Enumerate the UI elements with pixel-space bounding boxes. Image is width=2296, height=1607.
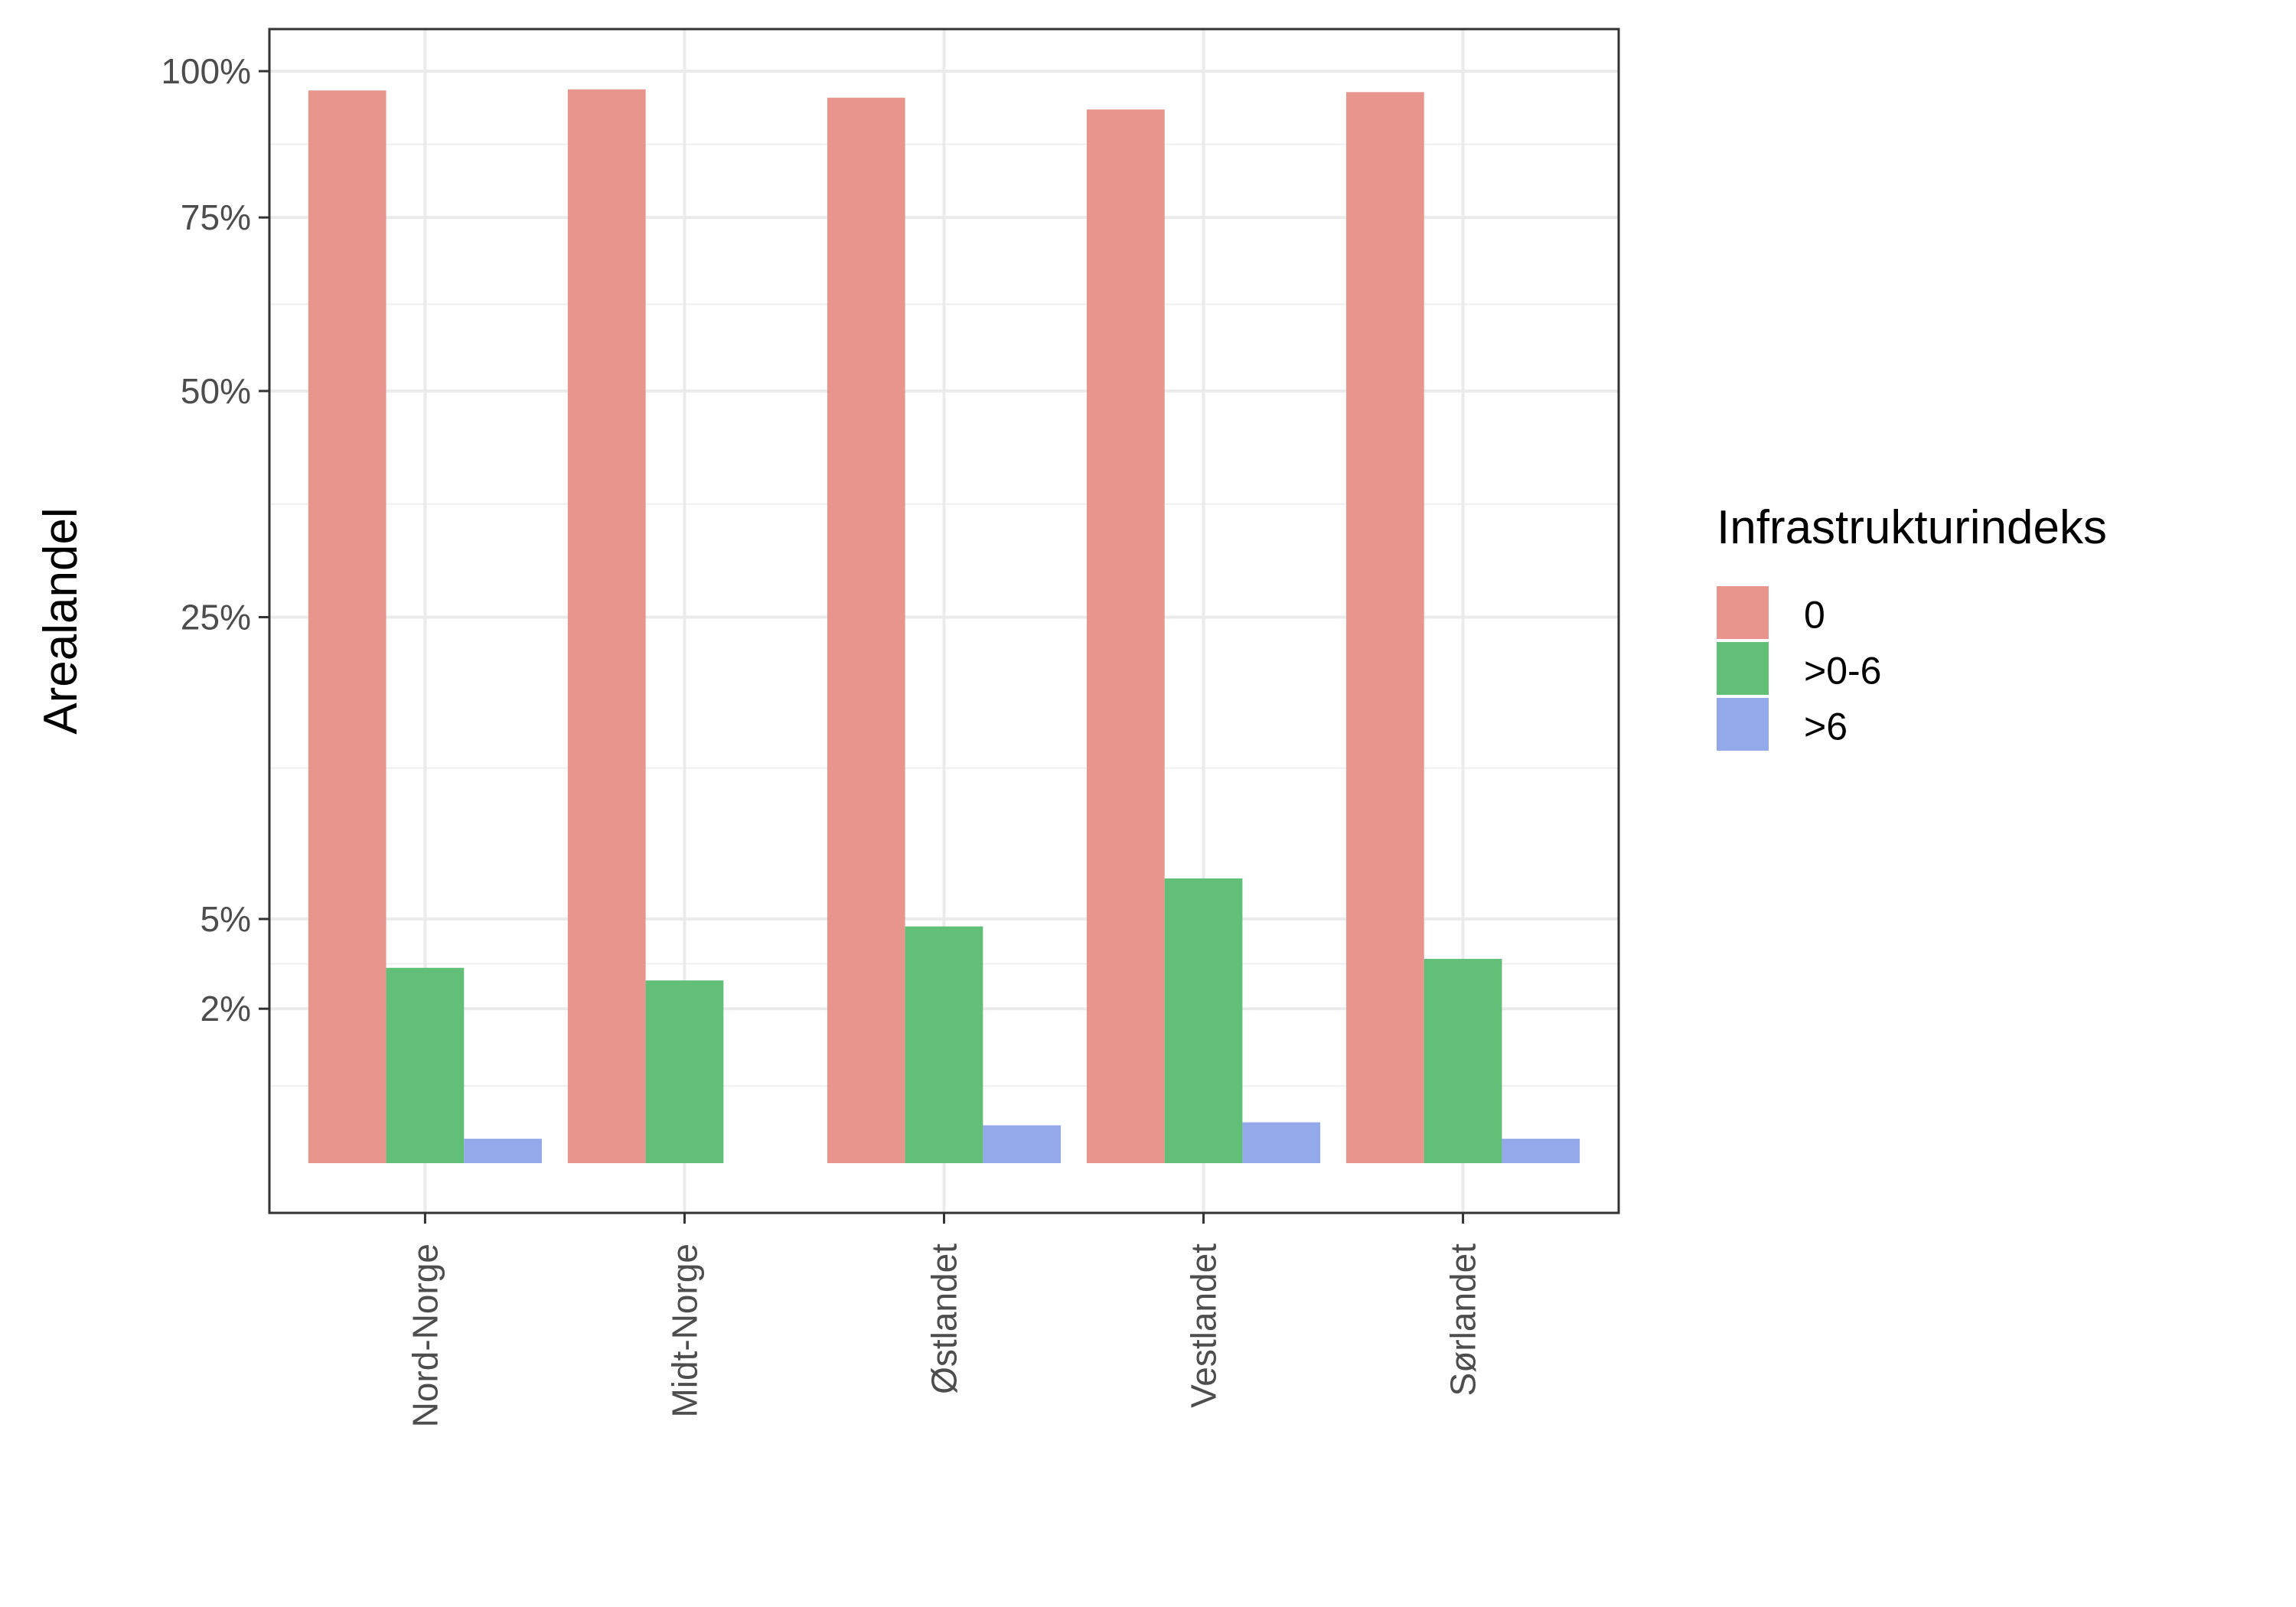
bar [386,967,465,1163]
y-axis-title: Arealandel [34,507,87,734]
x-tick-label: Midt-Norge [664,1244,704,1418]
x-tick-label: Østlandet [925,1244,964,1394]
y-tick-label: 75% [181,197,251,237]
legend-key [1717,586,1769,639]
y-tick-label: 5% [201,899,251,939]
bar [905,926,983,1163]
bar [645,980,724,1163]
axes: 2% 5% 25% 50% 75% 100% Nord-Norge Midt-Norge Øst… [161,51,1482,1427]
bar [1164,878,1243,1163]
legend: Infrastrukturindeks 0 >0-6 >6 [1717,501,2107,751]
legend-label: >0-6 [1804,650,1881,693]
bar [1242,1122,1321,1163]
bars [308,89,1580,1164]
legend-title: Infrastrukturindeks [1717,501,2107,554]
bar [1086,109,1165,1164]
y-tick-label: 2% [201,989,251,1028]
bar [308,90,386,1163]
bar [827,97,905,1163]
legend-label: >6 [1804,706,1848,748]
x-tick-label: Nord-Norge [405,1244,445,1427]
bar [1424,959,1502,1163]
bar [1502,1139,1580,1163]
bar [464,1139,542,1163]
bar [983,1125,1062,1163]
y-tick-label: 50% [181,371,251,411]
legend-label: 0 [1804,594,1825,637]
x-tick-label: Sørlandet [1443,1244,1483,1397]
legend-key [1717,642,1769,695]
x-tick-label: Vestlandet [1184,1244,1224,1408]
bar [567,89,646,1163]
legend-key [1717,698,1769,751]
y-tick-label: 100% [161,51,251,91]
y-tick-label: 25% [181,598,251,637]
bar [1346,92,1424,1163]
